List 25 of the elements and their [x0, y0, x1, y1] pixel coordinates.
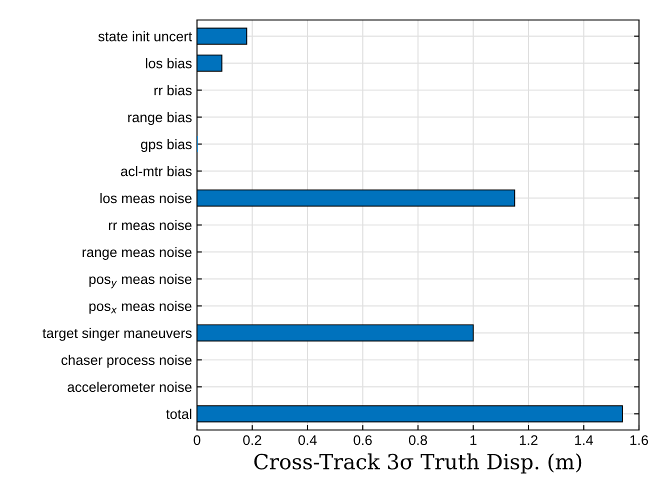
y-tick-label: total — [166, 408, 192, 419]
x-tick-label: 0.4 — [298, 435, 317, 446]
y-tick-label: accelerometer noise — [68, 382, 192, 392]
y-tick-label: los bias — [146, 58, 192, 68]
x-tick-label: 0.8 — [408, 435, 428, 446]
y-tick-label: pos$_{x}$ meas noise — [89, 300, 192, 314]
y-tick-label: rr bias — [154, 85, 192, 96]
y-tick-label: chaser process noise — [62, 354, 192, 368]
y-tick-label: rr meas noise — [108, 220, 192, 230]
y-tick-label: range meas noise — [82, 246, 192, 260]
x-tick-label: 1.2 — [520, 435, 538, 445]
x-tick-label: 1.4 — [575, 435, 593, 445]
y-tick-label: acl-mtr bias — [120, 166, 192, 176]
y-tick-label: gps bias — [140, 139, 192, 152]
y-tick-label: pos$_{y}$ meas noise — [89, 274, 192, 288]
y-tick-label: range bias — [128, 112, 192, 126]
y-tick-label: los meas noise — [100, 192, 192, 204]
y-tick-label: target singer maneuvers — [42, 328, 192, 341]
x-tick-label: 1.6 — [630, 435, 648, 446]
x-tick-label: 0.2 — [243, 435, 262, 446]
x-tick-label: 0 — [194, 435, 200, 446]
x-tick-label: 0.6 — [354, 435, 372, 446]
y-tick-label: state init uncert — [98, 31, 192, 42]
x-axis-title: Cross-Track 3σ Truth Disp. (m) — [254, 453, 582, 474]
x-tick-label: 1 — [470, 435, 476, 445]
